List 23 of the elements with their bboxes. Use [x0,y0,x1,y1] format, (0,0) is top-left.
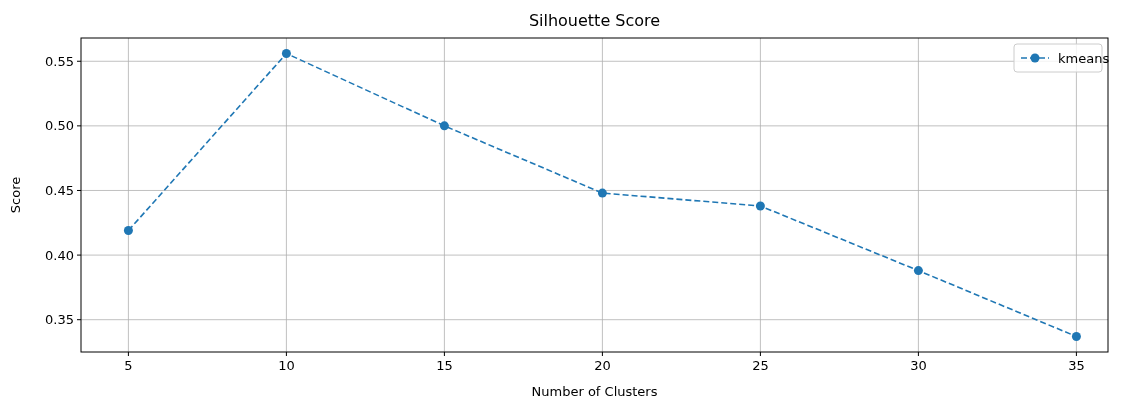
legend-label: kmeans [1058,50,1110,66]
x-tick-label: 30 [910,358,927,373]
point [755,201,765,211]
y-tick-label: 0.35 [45,312,74,328]
point [913,266,923,276]
point [1071,331,1081,341]
y-tick-label: 0.50 [45,118,74,134]
y-axis-title: Score [8,176,23,214]
x-tick-label: 5 [124,358,133,373]
x-tick-label: 15 [436,358,453,373]
x-tick-label: 25 [752,358,769,373]
x-tick-label: 35 [1068,358,1085,373]
point [597,188,607,198]
x-axis-title: Number of Clusters [531,384,658,399]
point [439,121,449,131]
x-tick-label: 20 [594,358,611,373]
y-tick-label: 0.40 [45,247,74,263]
chart-title: Silhouette Score [528,11,661,30]
y-tick-label: 0.55 [45,53,74,69]
point [123,226,133,236]
x-tick-label: 10 [278,358,295,373]
point [281,49,291,59]
y-tick-label: 0.45 [45,183,74,199]
